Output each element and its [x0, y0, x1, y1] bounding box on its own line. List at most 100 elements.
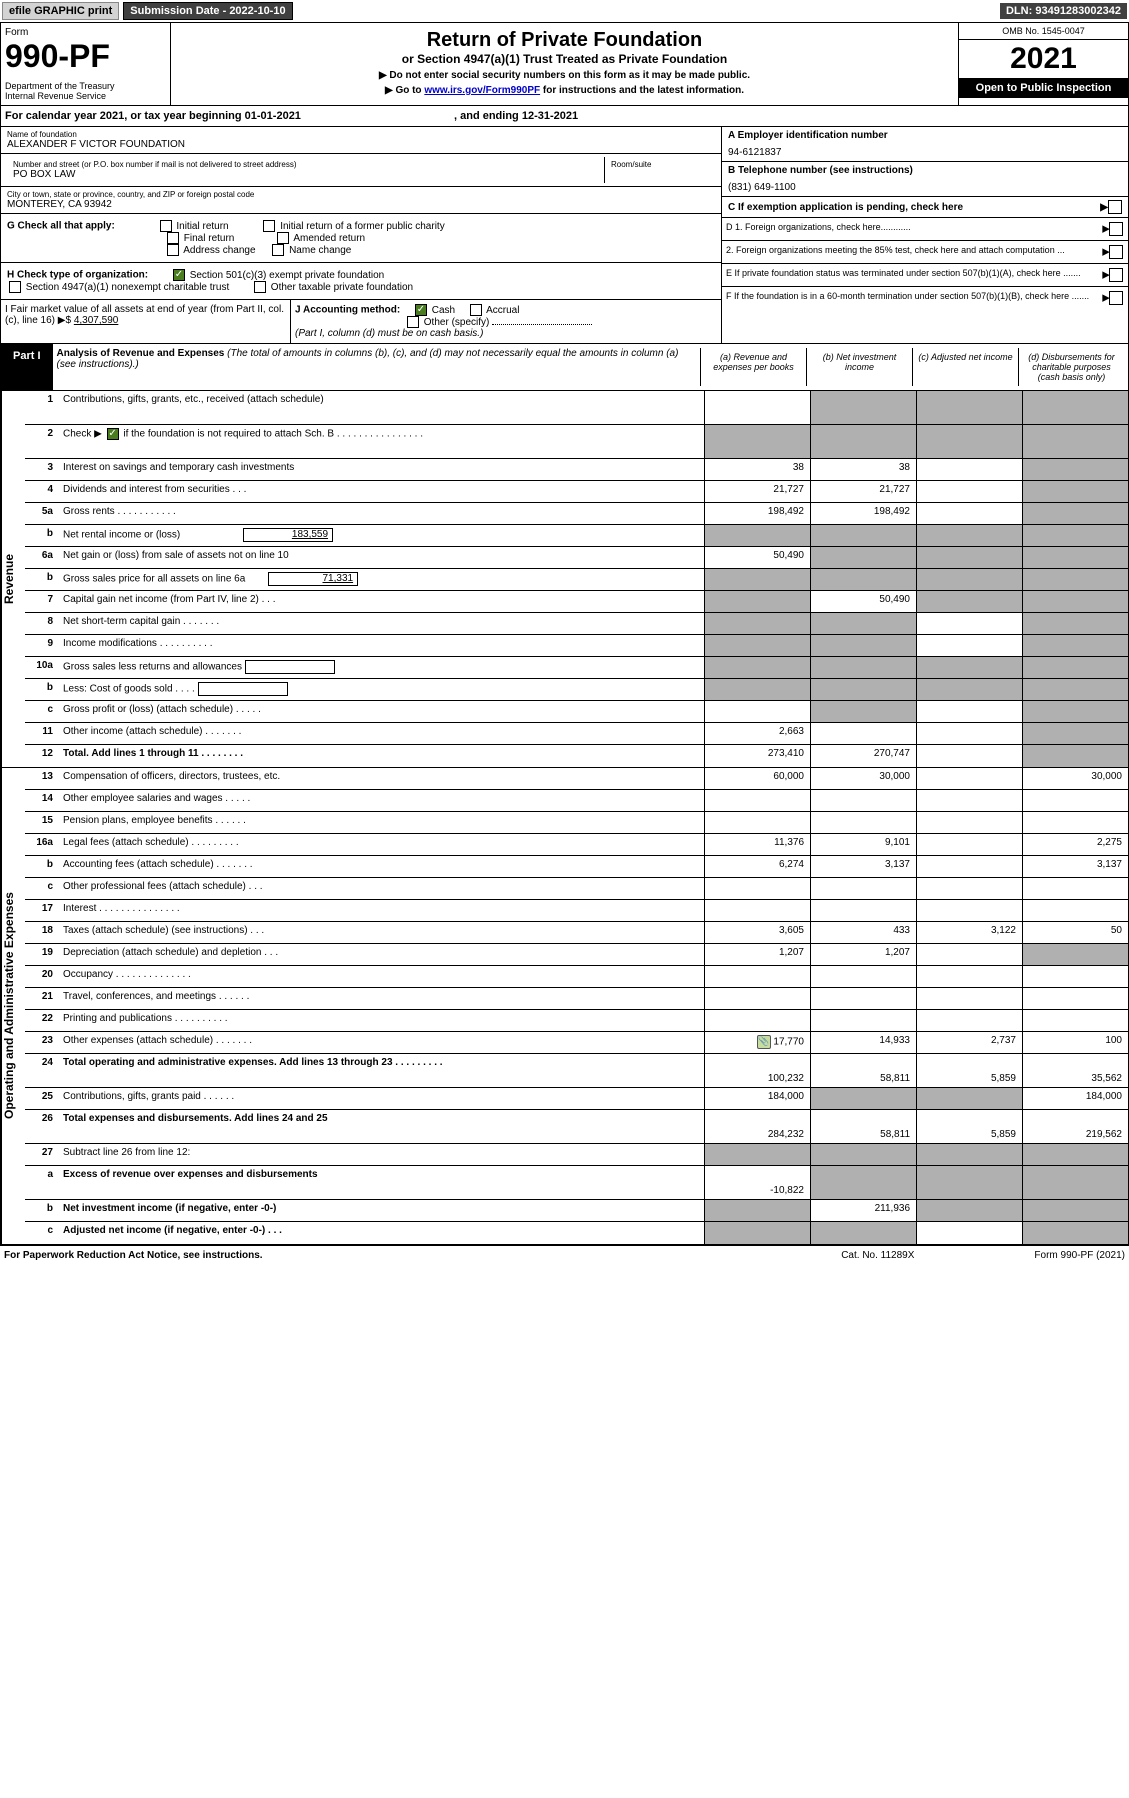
revenue-table: Revenue 1Contributions, gifts, grants, e…: [0, 391, 1129, 768]
address-change-checkbox[interactable]: [167, 244, 179, 256]
d2-checkbox[interactable]: [1109, 245, 1123, 259]
line-6a: Net gain or (loss) from sale of assets n…: [59, 547, 704, 568]
page-footer: For Paperwork Reduction Act Notice, see …: [0, 1245, 1129, 1265]
line-13: Compensation of officers, directors, tru…: [59, 768, 704, 789]
submission-date: Submission Date - 2022-10-10: [123, 2, 292, 20]
attachment-icon[interactable]: 📎: [757, 1035, 771, 1049]
form-label: Form: [5, 27, 166, 38]
revenue-side-label: Revenue: [1, 391, 25, 767]
cat-no: Cat. No. 11289X: [841, 1250, 914, 1261]
entity-info: Name of foundation ALEXANDER F VICTOR FO…: [0, 127, 1129, 344]
line-18: Taxes (attach schedule) (see instruction…: [59, 922, 704, 943]
form-ref: Form 990-PF (2021): [1034, 1250, 1125, 1261]
form-subtitle: or Section 4947(a)(1) Trust Treated as P…: [177, 52, 952, 66]
line-16a: Legal fees (attach schedule) . . . . . .…: [59, 834, 704, 855]
line-10b: Less: Cost of goods sold . . . .: [59, 679, 704, 700]
amended-return-checkbox[interactable]: [277, 232, 289, 244]
other-taxable-checkbox[interactable]: [254, 281, 266, 293]
ssn-note: ▶ Do not enter social security numbers o…: [177, 70, 952, 81]
addr-label: Number and street (or P.O. box number if…: [13, 160, 598, 169]
line-16c: Other professional fees (attach schedule…: [59, 878, 704, 899]
room-label: Room/suite: [611, 160, 709, 169]
goto-note: ▶ Go to www.irs.gov/Form990PF for instru…: [177, 85, 952, 96]
line-25: Contributions, gifts, grants paid . . . …: [59, 1088, 704, 1109]
line-19: Depreciation (attach schedule) and deple…: [59, 944, 704, 965]
line-2: Check ▶ if the foundation is not require…: [59, 425, 704, 458]
501c3-checkbox[interactable]: [173, 269, 185, 281]
line-9: Income modifications . . . . . . . . . .: [59, 635, 704, 656]
line-23: Other expenses (attach schedule) . . . .…: [59, 1032, 704, 1053]
final-return-checkbox[interactable]: [167, 232, 179, 244]
e-label: E If private foundation status was termi…: [722, 264, 1098, 286]
phone-value: (831) 649-1100: [728, 182, 1122, 193]
line-16b: Accounting fees (attach schedule) . . . …: [59, 856, 704, 877]
sch-b-checkbox[interactable]: [107, 428, 119, 440]
line-21: Travel, conferences, and meetings . . . …: [59, 988, 704, 1009]
form-title: Return of Private Foundation: [177, 29, 952, 52]
dln: DLN: 93491283002342: [1000, 3, 1127, 19]
line-20: Occupancy . . . . . . . . . . . . . .: [59, 966, 704, 987]
line-26: Total expenses and disbursements. Add li…: [59, 1110, 704, 1143]
line-22: Printing and publications . . . . . . . …: [59, 1010, 704, 1031]
h-label: H Check type of organization:: [7, 270, 148, 281]
form-header: Form 990-PF Department of the Treasury I…: [0, 22, 1129, 106]
line-6b-value: 71,331: [268, 572, 358, 586]
cash-checkbox[interactable]: [415, 304, 427, 316]
dept-treasury: Department of the Treasury Internal Reve…: [5, 81, 166, 101]
col-a-header: (a) Revenue and expenses per books: [700, 348, 806, 386]
4947-checkbox[interactable]: [9, 281, 21, 293]
line-10a: Gross sales less returns and allowances: [59, 657, 704, 678]
col-b-header: (b) Net investment income: [806, 348, 912, 386]
other-method-checkbox[interactable]: [407, 316, 419, 328]
c-checkbox[interactable]: [1108, 200, 1122, 214]
phone-label: B Telephone number (see instructions): [728, 165, 913, 176]
name-label: Name of foundation: [7, 130, 715, 139]
e-checkbox[interactable]: [1109, 268, 1123, 282]
initial-former-checkbox[interactable]: [263, 220, 275, 232]
omb-number: OMB No. 1545-0047: [959, 23, 1128, 40]
line-10a-box: [245, 660, 335, 674]
calendar-year-row: For calendar year 2021, or tax year begi…: [0, 106, 1129, 127]
line-5b: Net rental income or (loss) 183,559: [59, 525, 704, 546]
line-10c: Gross profit or (loss) (attach schedule)…: [59, 701, 704, 722]
accrual-checkbox[interactable]: [470, 304, 482, 316]
tax-year: 2021: [959, 40, 1128, 78]
street-address: PO BOX LAW: [13, 169, 598, 180]
expenses-table: Operating and Administrative Expenses 13…: [0, 768, 1129, 1245]
i-label: I Fair market value of all assets at end…: [5, 304, 284, 326]
line-27c: Adjusted net income (if negative, enter …: [59, 1222, 704, 1244]
j-label: J Accounting method:: [295, 305, 400, 316]
part1-label: Part I: [1, 344, 53, 390]
line-14: Other employee salaries and wages . . . …: [59, 790, 704, 811]
line-27a: Excess of revenue over expenses and disb…: [59, 1166, 704, 1199]
irs-link[interactable]: www.irs.gov/Form990PF: [424, 85, 540, 96]
g-label: G Check all that apply:: [7, 221, 115, 232]
f-checkbox[interactable]: [1109, 291, 1123, 305]
ein-value: 94-6121837: [728, 147, 1122, 158]
open-inspection: Open to Public Inspection: [959, 78, 1128, 98]
line-5a: Gross rents . . . . . . . . . . .: [59, 503, 704, 524]
d1-checkbox[interactable]: [1109, 222, 1123, 236]
top-toolbar: efile GRAPHIC print Submission Date - 20…: [0, 0, 1129, 22]
d1-label: D 1. Foreign organizations, check here..…: [722, 218, 1098, 240]
initial-return-checkbox[interactable]: [160, 220, 172, 232]
d2-label: 2. Foreign organizations meeting the 85%…: [722, 241, 1098, 263]
fmv-value: 4,307,590: [74, 315, 119, 326]
col-d-header: (d) Disbursements for charitable purpose…: [1018, 348, 1124, 386]
name-change-checkbox[interactable]: [272, 244, 284, 256]
line-11: Other income (attach schedule) . . . . .…: [59, 723, 704, 744]
line-27b: Net investment income (if negative, ente…: [59, 1200, 704, 1221]
line-6b: Gross sales price for all assets on line…: [59, 569, 704, 590]
ein-label: A Employer identification number: [728, 130, 888, 141]
efile-button[interactable]: efile GRAPHIC print: [2, 2, 119, 20]
foundation-name: ALEXANDER F VICTOR FOUNDATION: [7, 139, 715, 150]
line-4: Dividends and interest from securities .…: [59, 481, 704, 502]
line-17: Interest . . . . . . . . . . . . . . .: [59, 900, 704, 921]
paperwork-notice: For Paperwork Reduction Act Notice, see …: [4, 1250, 841, 1261]
line-1: Contributions, gifts, grants, etc., rece…: [59, 391, 704, 424]
part1-header: Part I Analysis of Revenue and Expenses …: [0, 344, 1129, 391]
expenses-side-label: Operating and Administrative Expenses: [1, 768, 25, 1244]
line-5b-value: 183,559: [243, 528, 333, 542]
part1-title: Analysis of Revenue and Expenses: [57, 348, 225, 359]
line-3: Interest on savings and temporary cash i…: [59, 459, 704, 480]
